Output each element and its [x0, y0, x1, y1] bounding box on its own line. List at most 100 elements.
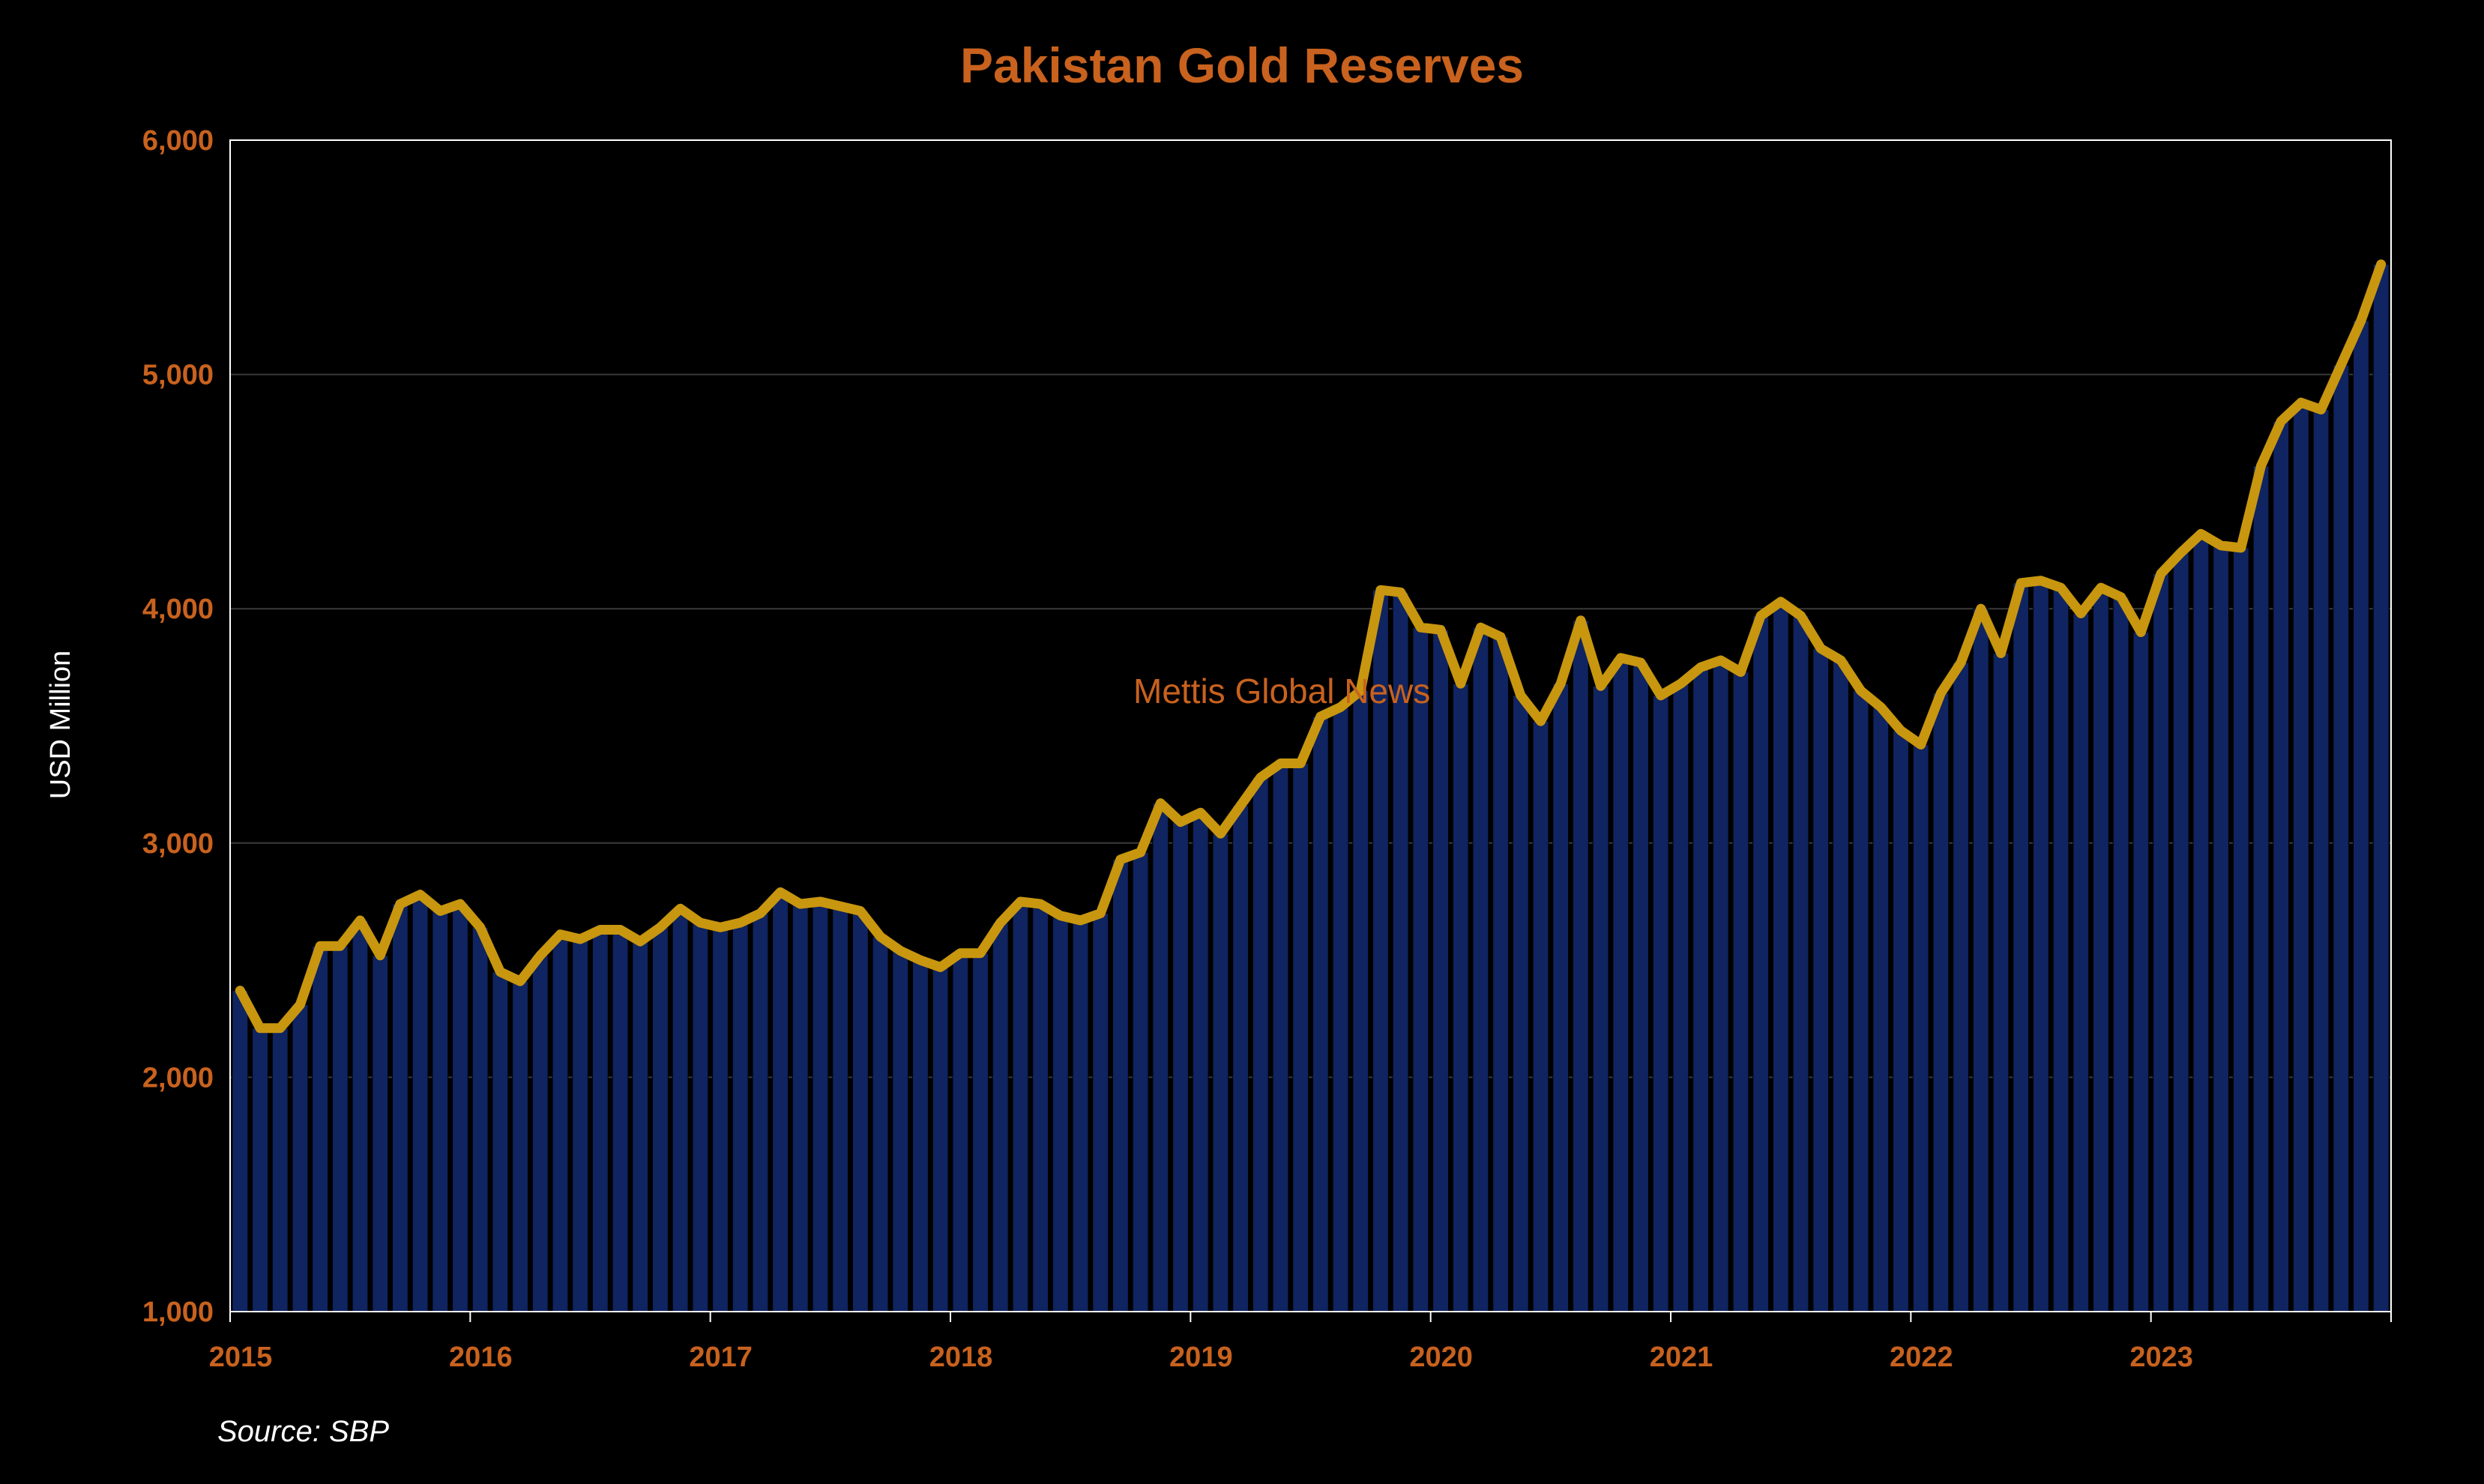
bar-4 [312, 945, 329, 1312]
bar-46 [1152, 803, 1169, 1312]
bar-8 [391, 903, 409, 1312]
bar-42 [1072, 920, 1089, 1312]
bar-84 [1912, 744, 1929, 1312]
bar-21 [652, 926, 669, 1312]
bar-7 [372, 955, 389, 1312]
bar-53 [1292, 763, 1309, 1312]
bar-5 [331, 945, 349, 1312]
bar-24 [712, 926, 729, 1312]
bar-91 [2052, 587, 2070, 1312]
bar-72 [1672, 683, 1689, 1312]
bar-26 [752, 913, 769, 1312]
bar-0 [232, 990, 249, 1312]
bar-85 [1932, 693, 1950, 1312]
bar-29 [812, 901, 829, 1312]
bar-52 [1272, 763, 1289, 1312]
bar-104 [2312, 408, 2330, 1312]
bar-35 [932, 966, 949, 1312]
bar-101 [2252, 465, 2270, 1312]
bar-55 [1332, 706, 1349, 1312]
bar-96 [2153, 573, 2169, 1312]
x-tick-label: 2016 [449, 1342, 513, 1373]
bar-50 [1232, 805, 1249, 1312]
y-tick-label: 4,000 [142, 594, 214, 625]
bar-73 [1692, 666, 1709, 1312]
bar-28 [792, 903, 809, 1312]
x-tick-label: 2021 [1650, 1342, 1713, 1373]
y-axis-label: USD Million [45, 651, 76, 799]
bar-77 [1772, 601, 1789, 1312]
x-tick-label: 2018 [929, 1342, 993, 1373]
x-tick-label: 2017 [689, 1342, 753, 1373]
bar-94 [2112, 597, 2129, 1312]
bar-41 [1052, 915, 1069, 1312]
reserves-line [235, 259, 2387, 1034]
bar-88 [1992, 653, 2010, 1312]
bar-90 [2032, 580, 2049, 1312]
bar-14 [512, 980, 528, 1312]
bar-40 [1032, 903, 1049, 1312]
bar-95 [2132, 631, 2150, 1312]
bar-27 [772, 891, 789, 1312]
bar-48 [1192, 812, 1209, 1312]
bar-82 [1872, 706, 1890, 1312]
bar-12 [471, 926, 489, 1312]
bar-69 [1612, 657, 1630, 1312]
bar-39 [1012, 901, 1029, 1312]
bar-64 [1512, 695, 1529, 1312]
bar-33 [892, 950, 909, 1312]
bar-32 [872, 936, 889, 1312]
bar-51 [1252, 776, 1269, 1312]
gridlines [230, 373, 2391, 1079]
bar-13 [492, 971, 509, 1312]
plot-border [229, 139, 2392, 1312]
bar-70 [1633, 662, 1649, 1312]
bar-30 [832, 905, 849, 1312]
bar-98 [2192, 533, 2210, 1312]
bar-11 [452, 903, 468, 1312]
bar-81 [1852, 690, 1869, 1312]
bar-105 [2333, 364, 2350, 1312]
x-tick-label: 2022 [1890, 1342, 1953, 1373]
bar-9 [412, 894, 429, 1312]
bar-80 [1832, 660, 1849, 1312]
bar-49 [1212, 833, 1229, 1312]
bar-79 [1812, 648, 1830, 1312]
line-series [235, 259, 2387, 1034]
y-tick-label: 5,000 [142, 360, 214, 391]
bar-103 [2292, 402, 2309, 1312]
bar-63 [1492, 636, 1510, 1312]
bar-67 [1572, 620, 1589, 1312]
bar-102 [2273, 420, 2290, 1312]
bar-38 [992, 922, 1009, 1312]
bar-75 [1732, 672, 1749, 1312]
source-note: Source: SBP [217, 1415, 389, 1448]
bar-45 [1132, 851, 1149, 1312]
bar-16 [552, 934, 569, 1312]
bar-37 [972, 953, 989, 1312]
x-tick-label: 2020 [1409, 1342, 1473, 1373]
bar-2 [271, 1028, 289, 1312]
bar-74 [1712, 660, 1729, 1312]
bar-18 [591, 929, 609, 1312]
bar-106 [2353, 320, 2369, 1312]
y-tick-label: 1,000 [142, 1297, 214, 1328]
bar-19 [612, 929, 629, 1312]
x-tick-label: 2015 [209, 1342, 273, 1373]
bar-20 [632, 941, 649, 1312]
y-tick-label: 6,000 [142, 125, 214, 157]
y-axis-ticks: 1,000 2,000 3,000 4,000 5,000 6,000 [142, 125, 214, 1328]
bar-60 [1432, 629, 1449, 1312]
bar-59 [1412, 627, 1429, 1312]
bar-71 [1652, 695, 1669, 1312]
bar-99 [2213, 545, 2230, 1312]
bar-44 [1112, 859, 1129, 1312]
bar-56 [1352, 690, 1369, 1312]
bar-61 [1452, 683, 1469, 1312]
bar-87 [1972, 608, 1989, 1312]
bar-65 [1532, 720, 1549, 1312]
bar-1 [252, 1028, 268, 1312]
bar-62 [1472, 627, 1489, 1312]
watermark: Mettis Global News [1133, 672, 1430, 711]
